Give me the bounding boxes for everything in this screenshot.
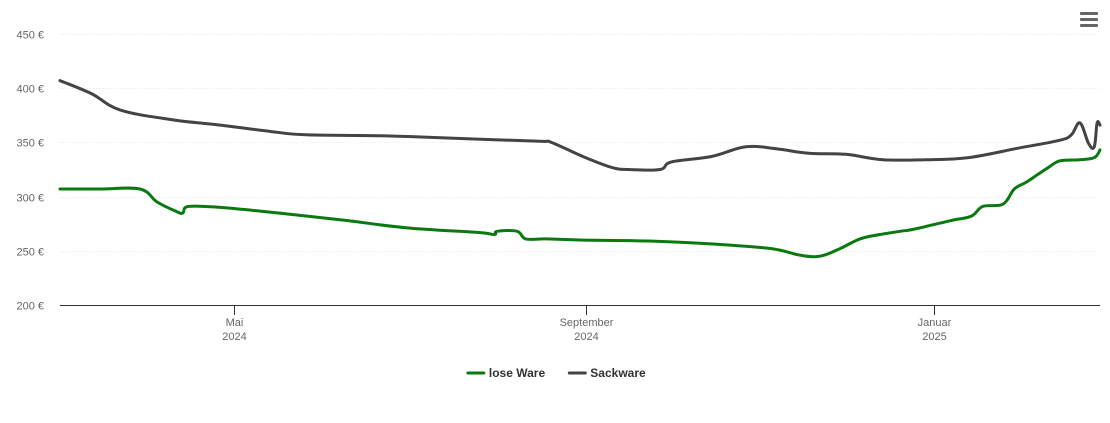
legend-label: lose Ware (489, 366, 546, 380)
y-tick-label: 250 € (16, 247, 44, 259)
y-tick-label: 300 € (16, 193, 44, 205)
menu-bar-top (1080, 12, 1098, 15)
series-line-sackware[interactable] (58, 79, 1102, 172)
x-axis-ticks: Mai 2024 September 2024 Januar 2025 (222, 305, 952, 343)
legend-label: Sackware (590, 366, 646, 380)
x-tick-label-month: Januar (918, 317, 952, 329)
x-tick-label-month: September (560, 317, 614, 329)
series-layer (58, 79, 1102, 259)
legend[interactable]: lose Ware Sackware (466, 366, 646, 380)
x-tick-label-year: 2025 (922, 331, 946, 343)
menu-bar-bottom (1080, 24, 1098, 27)
y-tick-label: 400 € (16, 84, 44, 96)
series-line-lose-ware[interactable] (58, 148, 1102, 259)
hamburger-menu-icon[interactable] (1080, 12, 1098, 28)
x-tick-label-month: Mai (226, 317, 244, 329)
y-tick-label: 200 € (16, 301, 44, 313)
x-tick-label-year: 2024 (574, 331, 598, 343)
x-tick-label-year: 2024 (222, 331, 246, 343)
grid-lines (60, 34, 1100, 252)
y-tick-label: 350 € (16, 138, 44, 150)
y-axis-ticks: 200 € 250 € 300 € 350 € 400 € 450 € (16, 30, 44, 313)
legend-item-lose-ware[interactable]: lose Ware (466, 366, 546, 380)
legend-item-sackware[interactable]: Sackware (567, 366, 646, 380)
y-tick-label: 450 € (16, 30, 44, 42)
menu-bar-middle (1080, 18, 1098, 21)
